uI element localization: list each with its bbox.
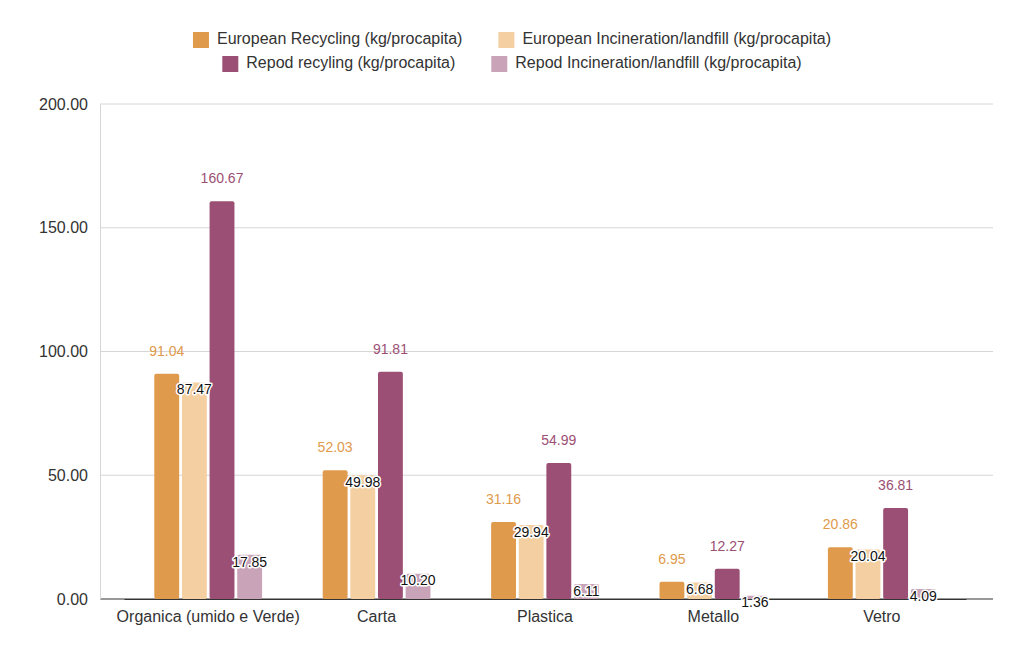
legend-swatch — [193, 32, 209, 48]
data-label: 6.68 — [686, 581, 713, 597]
data-label: 49.98 — [345, 474, 380, 490]
bar-series — [237, 555, 935, 599]
x-tick: Metallo — [688, 599, 740, 625]
x-axis: Organica (umido e Verde) Carta Plastica Met… — [117, 599, 967, 625]
y-tick-label: 50.00 — [48, 467, 88, 484]
y-tick: 0.00 — [57, 591, 100, 608]
data-label: 20.86 — [823, 516, 858, 532]
x-tick: Organica (umido e Verde) — [117, 599, 300, 625]
x-tick-label: Organica (umido e Verde) — [117, 608, 300, 625]
bar — [350, 475, 375, 599]
legend-label: Repod recyling (kg/procapita) — [246, 54, 455, 71]
data-label: 160.67 — [201, 170, 244, 186]
data-label: 54.99 — [541, 432, 576, 448]
bar — [182, 383, 207, 599]
grid-line — [100, 104, 993, 105]
y-axis-line — [100, 105, 101, 600]
y-tick: 150.00 — [39, 219, 100, 236]
data-label: 6.95 — [658, 551, 685, 567]
x-tick-label: Vetro — [863, 608, 900, 625]
legend-label: Repod Incineration/landfill (kg/procapit… — [515, 54, 801, 71]
bar — [154, 374, 179, 599]
legend-item: Repod recyling (kg/procapita) — [222, 54, 455, 72]
legend-item: European Incineration/landfill (kg/proca… — [498, 30, 831, 48]
bar-series — [182, 383, 880, 599]
x-tick-label: Carta — [357, 608, 396, 625]
legend: European Recycling (kg/procapita) Europea… — [193, 30, 831, 72]
y-tick-label: 100.00 — [39, 343, 88, 360]
bar — [491, 522, 516, 599]
legend-item: European Recycling (kg/procapita) — [193, 30, 462, 48]
data-label: 91.04 — [149, 343, 184, 359]
data-labels: 91.04 52.03 31.16 6.95 20.86 87.47 49.98 29.94 6… — [149, 170, 937, 610]
legend-swatch — [222, 56, 238, 72]
x-axis-line — [125, 599, 967, 600]
x-tick-label: Metallo — [688, 608, 740, 625]
data-label: 10.20 — [401, 572, 436, 588]
legend-label: European Recycling (kg/procapita) — [217, 30, 462, 47]
chart: 0.00 50.00 100.00 150.00 200.00 Organica (umi… — [0, 0, 1024, 658]
bar — [660, 582, 685, 599]
legend-swatch — [498, 32, 514, 48]
legend-swatch — [491, 56, 507, 72]
x-tick-label: Plastica — [517, 608, 573, 625]
bar-series — [210, 201, 908, 599]
y-tick: 200.00 — [39, 96, 100, 113]
bar — [883, 508, 908, 599]
data-label: 36.81 — [878, 477, 913, 493]
data-label: 12.27 — [710, 538, 745, 554]
bar — [715, 569, 740, 599]
data-label: 4.09 — [910, 588, 937, 604]
legend-label: European Incineration/landfill (kg/proca… — [522, 30, 831, 47]
bar — [378, 372, 403, 599]
y-tick-label: 150.00 — [39, 219, 88, 236]
bar — [323, 470, 348, 599]
x-tick: Carta — [357, 599, 396, 625]
x-tick: Plastica — [517, 599, 573, 625]
data-label: 29.94 — [514, 524, 549, 540]
x-tick: Vetro — [863, 599, 900, 625]
data-label: 17.85 — [232, 554, 267, 570]
y-tick-label: 200.00 — [39, 96, 88, 113]
data-label: 52.03 — [318, 439, 353, 455]
bar-series — [154, 374, 852, 599]
y-tick-label: 0.00 — [57, 591, 88, 608]
data-label: 20.04 — [850, 548, 885, 564]
data-label: 1.36 — [741, 594, 768, 610]
data-label: 91.81 — [373, 341, 408, 357]
bar — [828, 547, 853, 599]
y-tick: 50.00 — [48, 467, 100, 484]
data-label: 31.16 — [486, 491, 521, 507]
y-axis: 0.00 50.00 100.00 150.00 200.00 — [39, 96, 100, 608]
bar — [210, 201, 235, 599]
bars — [154, 201, 935, 599]
y-tick: 100.00 — [39, 343, 100, 360]
data-label: 87.47 — [177, 381, 212, 397]
legend-item: Repod Incineration/landfill (kg/procapit… — [491, 54, 801, 72]
data-label: 6.11 — [573, 583, 599, 599]
grid — [100, 104, 993, 599]
bar — [546, 463, 571, 599]
